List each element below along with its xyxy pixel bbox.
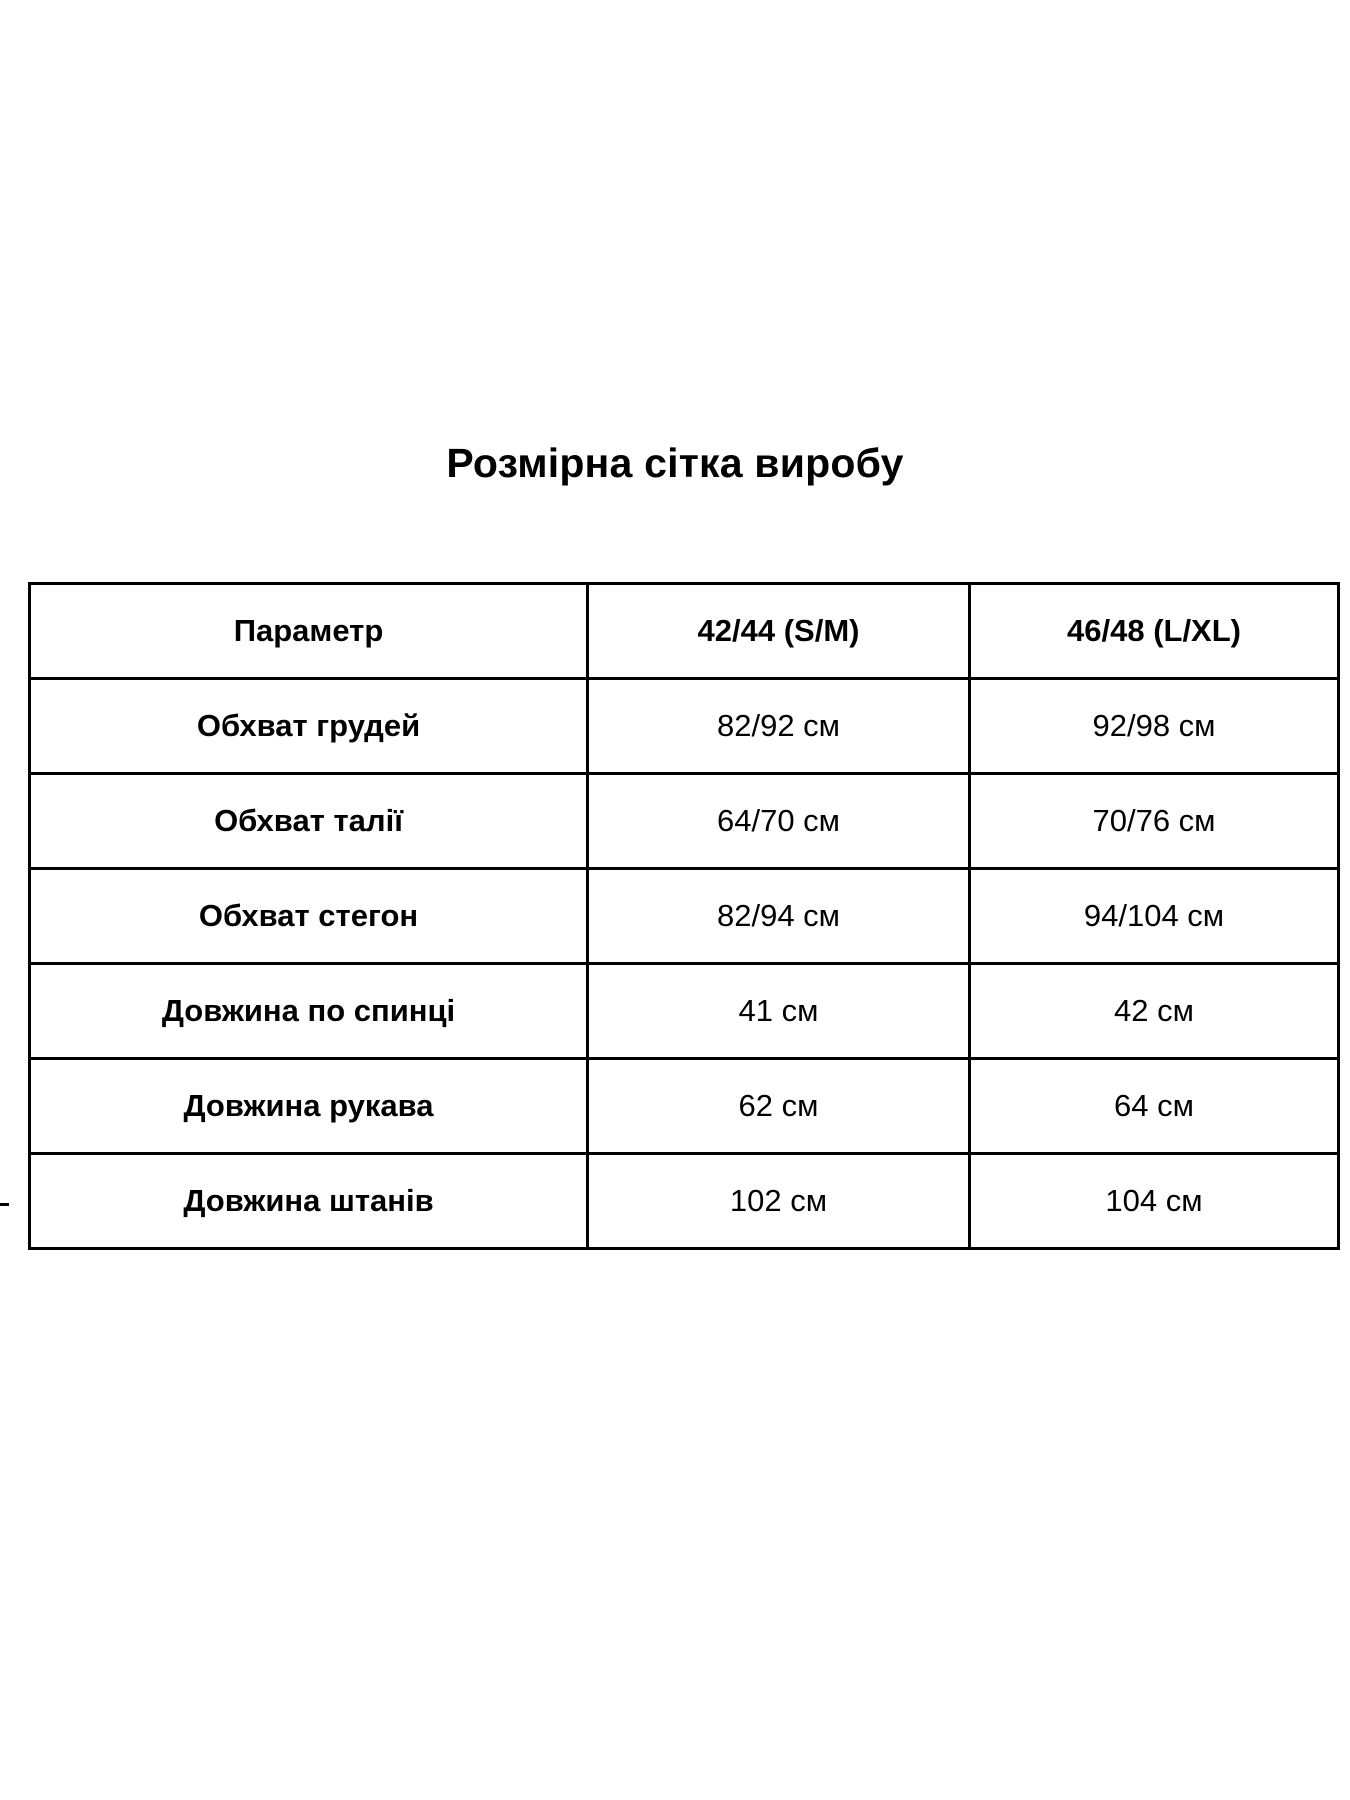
table-row: Довжина по спинці 41 см 42 см (28, 962, 1340, 1060)
table-header: Параметр 42/44 (S/M) 46/48 (L/XL) (28, 582, 1340, 680)
row-parameter-label: Довжина штанів (28, 1152, 589, 1250)
row-value-lxl: 94/104 см (968, 867, 1340, 965)
row-value-lxl: 70/76 см (968, 772, 1340, 870)
row-value-sm: 102 см (586, 1152, 971, 1250)
table-row: Обхват грудей 82/92 см 92/98 см (28, 677, 1340, 775)
column-header-size-sm: 42/44 (S/M) (586, 582, 971, 680)
table-row: Обхват стегон 82/94 см 94/104 см (28, 867, 1340, 965)
row-value-lxl: 104 см (968, 1152, 1340, 1250)
row-parameter-label: Обхват грудей (28, 677, 589, 775)
row-value-sm: 41 см (586, 962, 971, 1060)
row-parameter-label: Довжина рукава (28, 1057, 589, 1155)
table-row: Довжина рукава 62 см 64 см (28, 1057, 1340, 1155)
size-chart-table: Параметр 42/44 (S/M) 46/48 (L/XL) Обхват… (28, 582, 1340, 1250)
size-table-container: Параметр 42/44 (S/M) 46/48 (L/XL) Обхват… (28, 582, 1340, 1250)
table-body: Обхват грудей 82/92 см 92/98 см Обхват т… (28, 677, 1340, 1250)
column-header-parameter: Параметр (28, 582, 589, 680)
edge-tick-mark (0, 1203, 9, 1206)
row-value-lxl: 64 см (968, 1057, 1340, 1155)
column-header-size-lxl: 46/48 (L/XL) (968, 582, 1340, 680)
row-value-lxl: 92/98 см (968, 677, 1340, 775)
row-parameter-label: Довжина по спинці (28, 962, 589, 1060)
page-title: Розмірна сітка виробу (446, 440, 904, 486)
table-header-row: Параметр 42/44 (S/M) 46/48 (L/XL) (28, 582, 1340, 680)
table-row: Обхват талії 64/70 см 70/76 см (28, 772, 1340, 870)
row-value-lxl: 42 см (968, 962, 1340, 1060)
row-value-sm: 82/92 см (586, 677, 971, 775)
row-parameter-label: Обхват талії (28, 772, 589, 870)
row-value-sm: 62 см (586, 1057, 971, 1155)
row-parameter-label: Обхват стегон (28, 867, 589, 965)
row-value-sm: 82/94 см (586, 867, 971, 965)
row-value-sm: 64/70 см (586, 772, 971, 870)
table-row: Довжина штанів 102 см 104 см (28, 1152, 1340, 1250)
